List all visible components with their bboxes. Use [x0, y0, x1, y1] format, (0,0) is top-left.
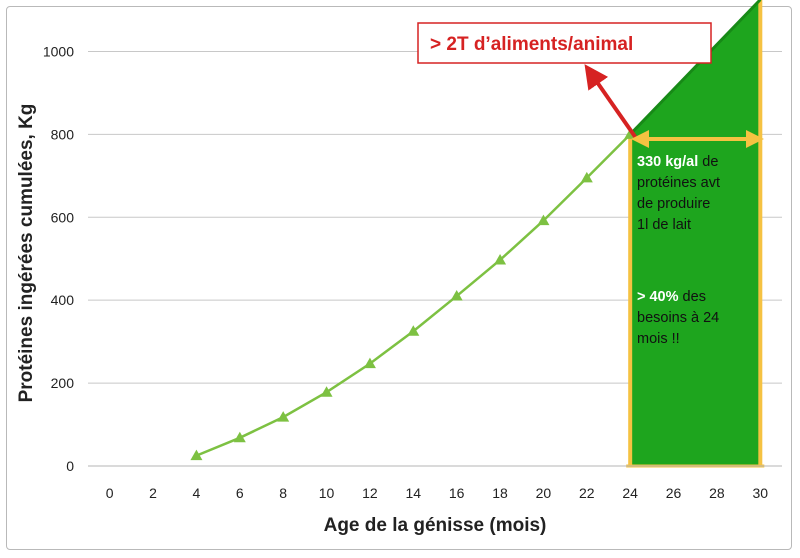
y-tick-labels: 0 200 400 600 800 1000 — [43, 43, 74, 474]
data-point — [277, 411, 290, 422]
note2-highlight: > 40% — [637, 289, 679, 305]
x-tick-label: 10 — [319, 485, 335, 501]
note1-suffix: de — [698, 154, 718, 170]
note2-line2: besoins à 24 — [637, 310, 719, 326]
area-layer — [626, 0, 765, 468]
data-point — [233, 431, 246, 443]
x-tick-label: 26 — [666, 485, 682, 501]
y-tick-label: 1000 — [43, 43, 74, 59]
x-tick-label: 0 — [106, 485, 114, 501]
shaded-area — [630, 0, 761, 466]
x-tick-label: 22 — [579, 485, 595, 501]
note2-line1: > 40% des — [637, 289, 706, 305]
note1-line4: 1l de lait — [637, 217, 691, 233]
y-axis-title: Protéines ingérées cumulées, Kg — [16, 104, 37, 403]
note1-line2: protéines avt — [637, 175, 720, 191]
x-tick-label: 4 — [193, 485, 201, 501]
data-point — [320, 386, 333, 397]
x-tick-label: 6 — [236, 485, 244, 501]
x-axis-title: Age de la génisse (mois) — [324, 515, 547, 536]
data-point — [407, 325, 420, 336]
data-point — [494, 253, 507, 265]
x-tick-label: 18 — [492, 485, 508, 501]
series-layer — [190, 128, 637, 461]
note1-line3: de produire — [637, 196, 710, 212]
series-line — [195, 133, 632, 457]
callout-box — [417, 22, 712, 64]
data-point — [190, 449, 203, 461]
x-tick-label: 14 — [406, 485, 422, 501]
y-tick-label: 0 — [66, 458, 74, 474]
x-tick-label: 28 — [709, 485, 725, 501]
note2-line3: mois !! — [637, 331, 680, 347]
y-tick-label: 800 — [51, 126, 75, 142]
y-tick-label: 400 — [51, 292, 75, 308]
note1-highlight: 330 kg/al — [637, 154, 698, 170]
x-tick-label: 30 — [753, 485, 769, 501]
callout-text: > 2T d’aliments/animal — [430, 34, 633, 55]
y-tick-label: 200 — [51, 375, 75, 391]
x-tick-label: 2 — [149, 485, 157, 501]
chart-frame — [6, 6, 792, 550]
data-point — [580, 171, 593, 183]
note1-line1: 330 kg/al de — [637, 154, 718, 170]
y-tick-label: 600 — [51, 209, 75, 225]
x-tick-labels: 0 2 4 6 8 10 12 14 16 18 20 22 24 26 28 30 — [106, 485, 769, 501]
x-tick-label: 16 — [449, 485, 465, 501]
note2-suffix: des — [679, 289, 706, 305]
callout-arrow — [584, 64, 638, 140]
data-point — [537, 214, 550, 226]
area-top-edge — [629, 0, 762, 136]
x-tick-label: 20 — [536, 485, 552, 501]
x-tick-label: 12 — [362, 485, 378, 501]
x-tick-label: 8 — [279, 485, 287, 501]
data-point — [450, 290, 463, 301]
data-point — [363, 357, 376, 369]
x-tick-label: 24 — [622, 485, 638, 501]
